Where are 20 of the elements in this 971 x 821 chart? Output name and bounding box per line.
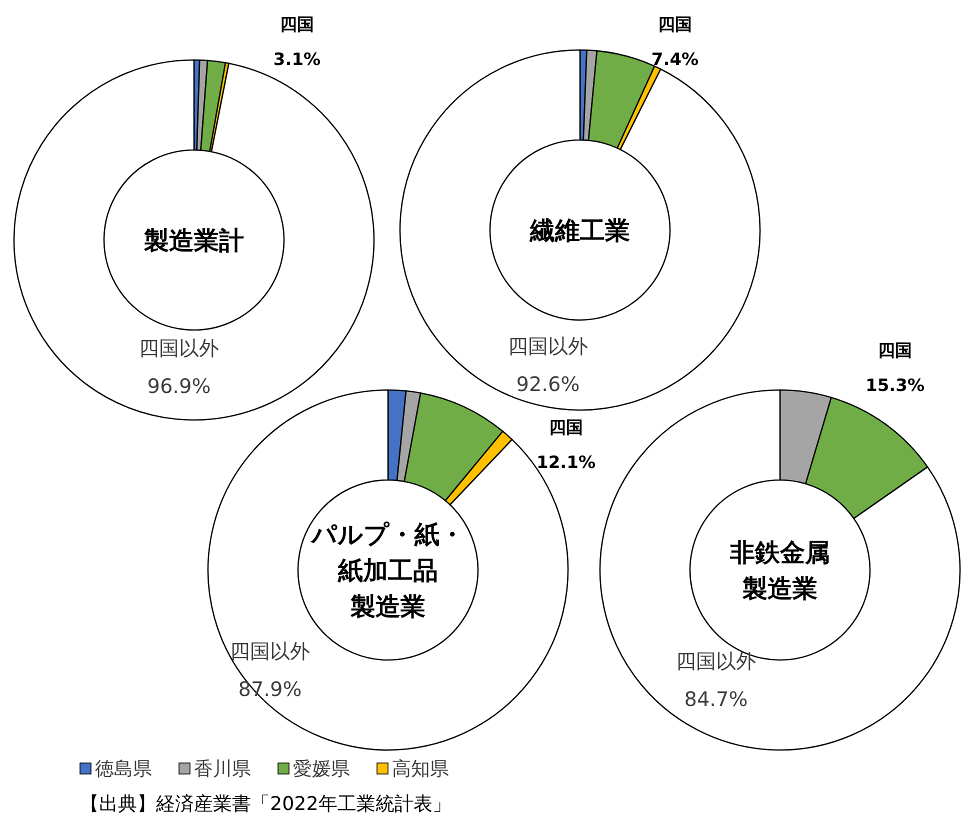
text: 繊維工業 <box>529 216 630 245</box>
legend-label: 愛媛県 <box>293 758 350 780</box>
legend-label: 徳島県 <box>95 758 152 780</box>
text: 非鉄金属製造業 <box>729 538 830 603</box>
slice-label: 四国以外 92.6% <box>508 334 588 396</box>
text: 【出典】経済産業書「2022年工業統計表」 <box>80 793 452 815</box>
text: 7.4% <box>651 50 699 70</box>
legend-label: 香川県 <box>194 758 251 780</box>
text: パルプ・紙・紙加工品製造業 <box>310 520 464 621</box>
text: 3.1% <box>273 50 321 70</box>
text: 四国 <box>549 418 583 438</box>
text: 15.3% <box>866 376 924 396</box>
text: 12.1% <box>536 453 596 473</box>
text: 四国 <box>658 15 692 35</box>
legend-label: 高知県 <box>392 758 449 780</box>
text: 製造業計 <box>143 226 244 255</box>
text: 四国 <box>280 15 314 35</box>
slice-label: 四国以外 96.9% <box>139 336 219 398</box>
text: 四国 <box>878 341 912 361</box>
slice-label: 四国以外 84.7% <box>676 649 756 711</box>
